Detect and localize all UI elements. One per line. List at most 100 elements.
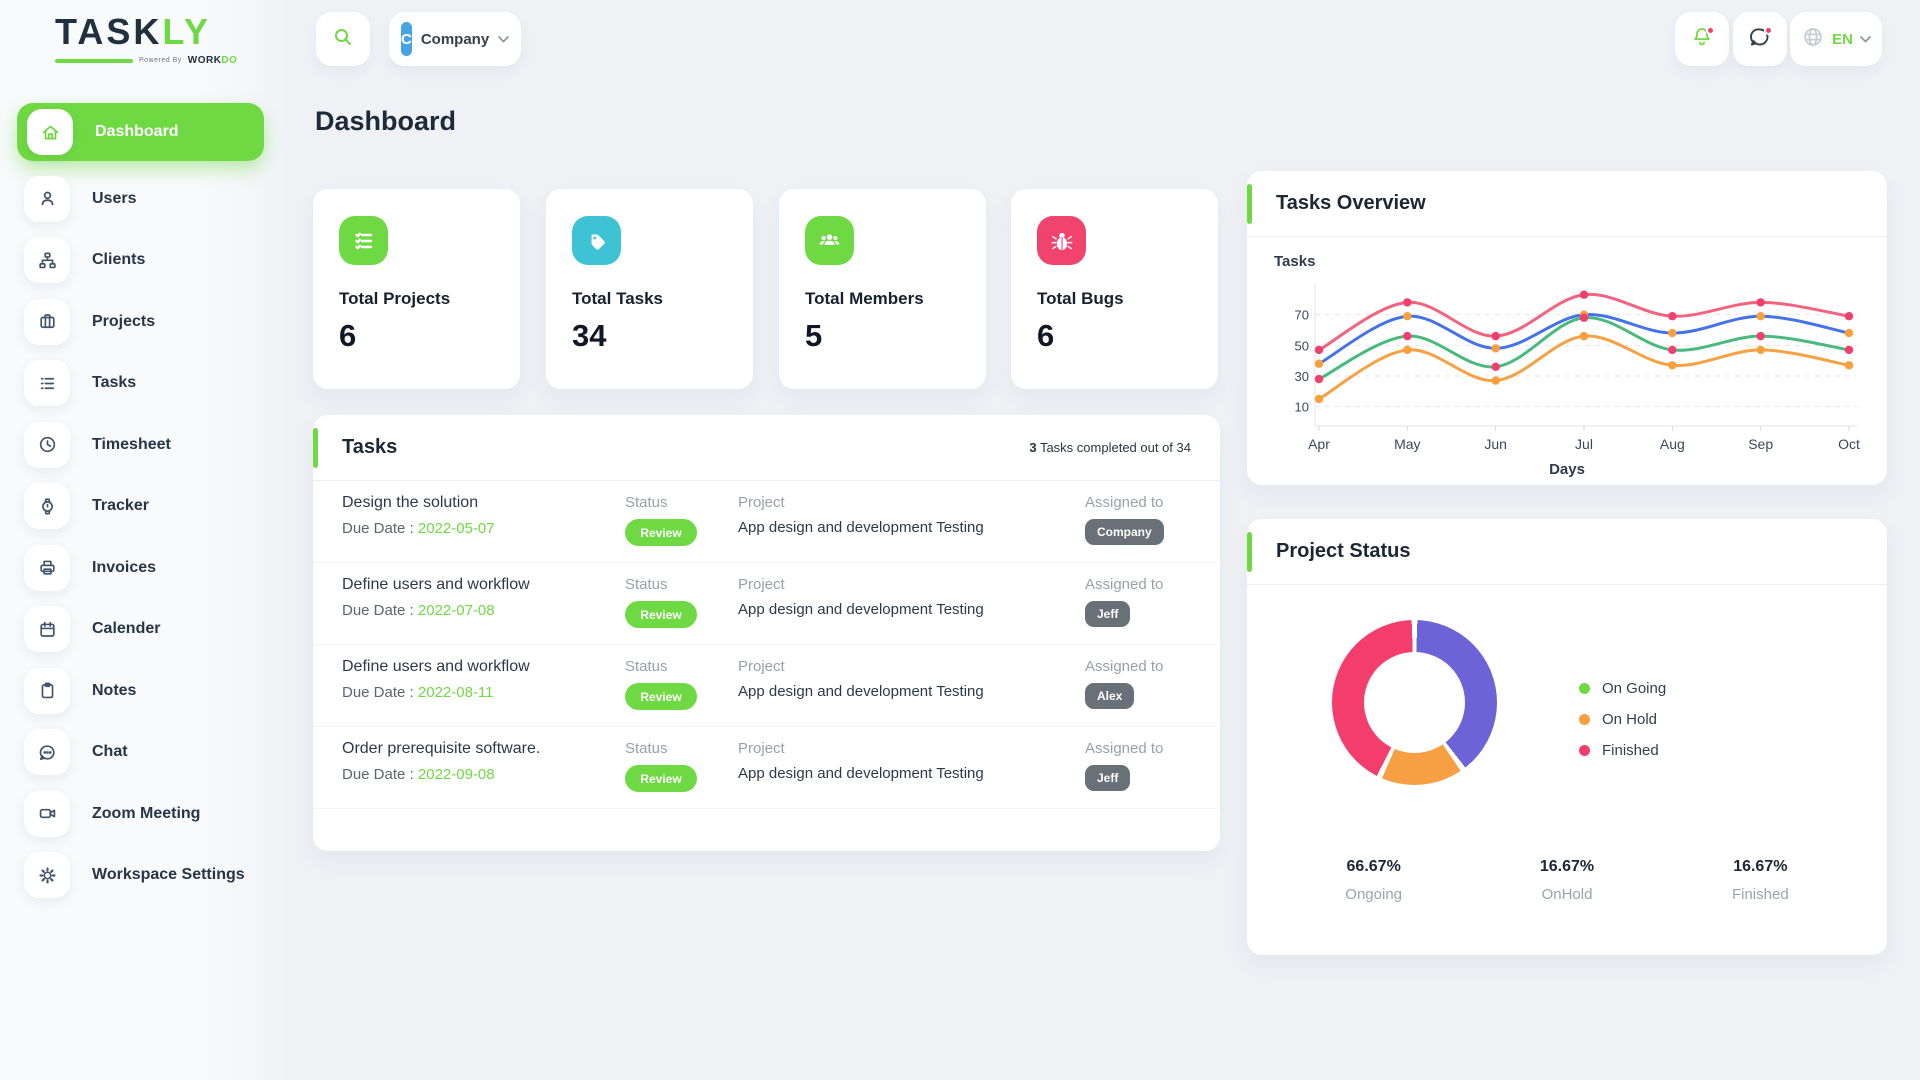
task-row: Define users and workflow Due Date : 202…	[313, 645, 1220, 727]
task-due-date: Due Date : 2022-07-08	[342, 602, 495, 619]
tag-icon	[572, 216, 621, 265]
stat-value: 34	[572, 318, 607, 353]
sidebar-item-zoom-meeting[interactable]: Zoom Meeting	[0, 790, 284, 838]
logo-workdo: WORKDO	[187, 55, 238, 66]
stat-card-total-bugs: Total Bugs 6	[1011, 189, 1218, 389]
stat-value: 6	[1037, 318, 1055, 353]
task-row: Order prerequisite software. Due Date : …	[313, 727, 1220, 809]
stat-value: 6	[339, 318, 357, 353]
messages-button[interactable]	[1733, 12, 1787, 66]
sidebar-item-calender[interactable]: Calender	[0, 605, 284, 653]
accent-bar	[1247, 184, 1252, 224]
sidebar-item-label: Dashboard	[95, 123, 179, 140]
company-avatar: C	[401, 22, 412, 56]
language-selector[interactable]: EN	[1790, 12, 1882, 66]
sidebar-item-tracker[interactable]: Tracker	[0, 482, 284, 530]
task-title: Define users and workflow	[342, 658, 530, 675]
messages-badge	[1764, 26, 1773, 35]
legend-dot	[1579, 714, 1590, 725]
sidebar-item-label: Tracker	[92, 497, 149, 514]
accent-bar	[313, 428, 318, 468]
clipboard-icon	[24, 667, 70, 714]
legend-dot	[1579, 683, 1590, 694]
assignee-badge: Jeff	[1085, 601, 1131, 627]
legend-item-finished[interactable]: Finished	[1579, 742, 1666, 759]
sidebar-item-projects[interactable]: Projects	[0, 298, 284, 346]
video-camera-icon	[24, 790, 70, 837]
task-title: Order prerequisite software.	[342, 740, 541, 757]
legend-item-on-hold[interactable]: On Hold	[1579, 711, 1666, 728]
svg-text:Apr: Apr	[1308, 436, 1330, 452]
tasks-overview-title: Tasks Overview	[1276, 192, 1426, 214]
sidebar-item-clients[interactable]: Clients	[0, 236, 284, 284]
gear-icon	[24, 852, 70, 898]
stat-label: Total Projects	[339, 289, 451, 308]
sidebar-item-users[interactable]: Users	[0, 175, 284, 223]
task-project: App design and development Testing	[738, 683, 984, 700]
sidebar-nav: Dashboard Users Clients Projects	[0, 103, 284, 899]
assignee-badge: Alex	[1085, 683, 1135, 709]
task-title: Design the solution	[342, 494, 479, 511]
sidebar-item-tasks[interactable]: Tasks	[0, 359, 284, 407]
search-icon	[332, 26, 354, 53]
sidebar-item-dashboard[interactable]: Dashboard	[17, 103, 264, 161]
svg-text:70: 70	[1295, 308, 1309, 323]
sidebar-item-timesheet[interactable]: Timesheet	[0, 421, 284, 469]
project-status-header: Project Status	[1247, 519, 1887, 585]
sidebar-item-label: Invoices	[92, 558, 157, 576]
search-button[interactable]	[316, 12, 370, 66]
sidebar-item-label: Tasks	[92, 374, 137, 391]
home-icon	[27, 109, 73, 155]
chart-y-axis-title: Tasks	[1274, 253, 1316, 270]
svg-text:50: 50	[1295, 338, 1309, 353]
tasks-overview-header: Tasks Overview	[1247, 171, 1887, 237]
svg-text:10: 10	[1295, 400, 1309, 415]
sidebar-item-label: Zoom Meeting	[92, 804, 201, 822]
sidebar-item-label: Workspace Settings	[92, 866, 245, 883]
sidebar-item-workspace-settings[interactable]: Workspace Settings	[0, 851, 284, 899]
user-icon	[24, 175, 70, 222]
sidebar-item-label: Notes	[92, 681, 137, 699]
status-badge: Review	[625, 601, 697, 628]
stat-card-total-tasks: Total Tasks 34	[546, 189, 753, 389]
globe-icon	[1801, 25, 1825, 54]
sidebar-item-chat[interactable]: Chat	[0, 728, 284, 776]
svg-text:Oct: Oct	[1838, 436, 1860, 452]
team-icon	[805, 216, 854, 265]
project-status-stats: 66.67% Ongoing 16.67% OnHold 16.67% Fini…	[1247, 858, 1887, 903]
stat-label: Total Bugs	[1037, 289, 1124, 308]
list-icon	[24, 360, 70, 406]
stat-ongoing: 66.67% Ongoing	[1345, 858, 1403, 903]
chevron-down-icon	[1860, 30, 1871, 48]
assignee-badge: Jeff	[1085, 765, 1131, 791]
bug-icon	[1037, 216, 1086, 265]
page-title: Dashboard	[315, 106, 457, 136]
sidebar-item-label: Chat	[92, 743, 128, 760]
status-badge: Review	[625, 683, 697, 710]
tasks-card: Tasks 3 Tasks completed out of 34 Design…	[313, 415, 1220, 851]
project-status-donut-chart	[1332, 620, 1497, 785]
stat-label: Total Members	[805, 289, 924, 308]
sidebar-item-label: Projects	[92, 312, 156, 330]
project-status-title: Project Status	[1276, 540, 1411, 562]
sidebar-item-invoices[interactable]: Invoices	[0, 544, 284, 592]
sidebar-item-label: Timesheet	[92, 435, 171, 453]
chart-legend: On Going On Hold Finished	[1579, 680, 1666, 759]
legend-item-on-going[interactable]: On Going	[1579, 680, 1666, 697]
sidebar-item-notes[interactable]: Notes	[0, 667, 284, 715]
company-selector[interactable]: C Company	[389, 12, 521, 66]
chart-x-axis-label: Days	[1549, 461, 1585, 478]
briefcase-icon	[24, 298, 70, 345]
sidebar-item-label: Users	[92, 189, 137, 207]
legend-dot	[1579, 745, 1590, 756]
task-row: Define users and workflow Due Date : 202…	[313, 563, 1220, 645]
task-project: App design and development Testing	[738, 519, 984, 536]
stat-onhold: 16.67% OnHold	[1539, 858, 1595, 903]
task-title: Define users and workflow	[342, 576, 530, 593]
task-project: App design and development Testing	[738, 601, 984, 618]
company-name: Company	[420, 30, 490, 48]
printer-icon	[24, 544, 70, 591]
notifications-button[interactable]	[1675, 12, 1729, 66]
stat-card-total-members: Total Members 5	[779, 189, 986, 389]
tasks-overview-card: Tasks Overview Tasks 10 30 50 70 Apr May Jun Ju…	[1247, 171, 1887, 485]
